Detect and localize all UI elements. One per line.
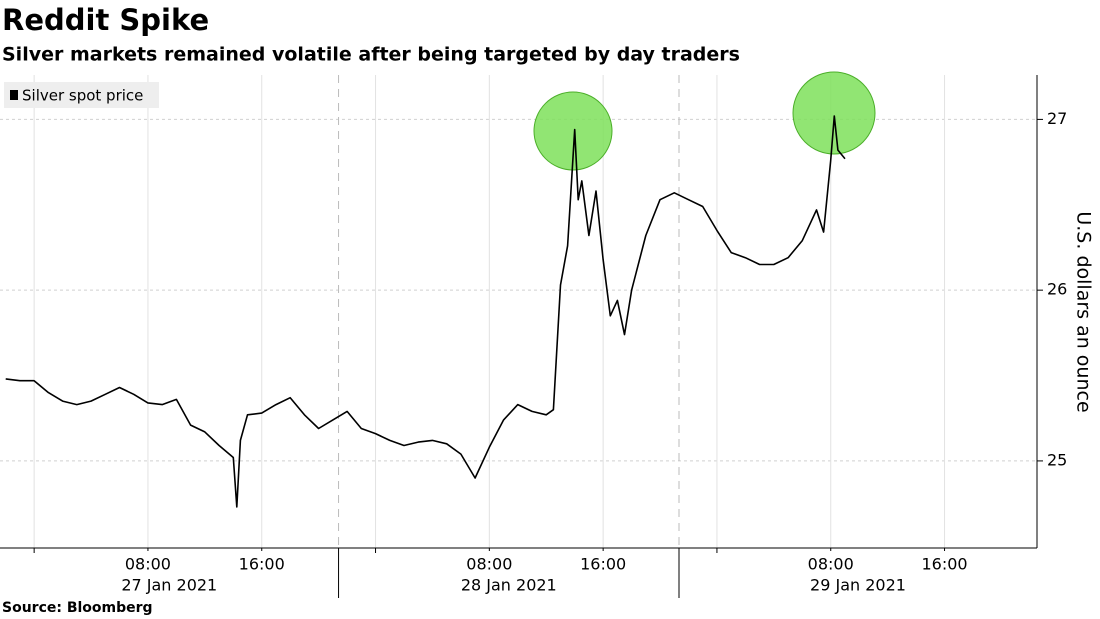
legend-swatch [10, 90, 18, 100]
line [5, 115, 846, 508]
x-tick-label: 08:00 [808, 555, 854, 574]
x-date-label: 28 Jan 2021 [461, 576, 557, 595]
chart-title: Reddit Spike [2, 3, 209, 37]
x-date-label: 29 Jan 2021 [810, 576, 906, 595]
y-axis-label: U.S. dollars an ounce [1073, 211, 1095, 412]
y-tick-label: 27 [1047, 109, 1067, 128]
x-date-label: 27 Jan 2021 [121, 576, 217, 595]
x-tick-label: 16:00 [239, 555, 285, 574]
legend-box [4, 82, 159, 108]
x-tick-label: 16:00 [580, 555, 626, 574]
source: Source: Bloomberg [2, 600, 153, 616]
legend-label: Silver spot price [22, 87, 143, 105]
y-tick-label: 25 [1047, 450, 1067, 469]
x-tick-label: 08:00 [466, 555, 512, 574]
x-tick-label: 16:00 [921, 555, 967, 574]
chart-subtitle: Silver markets remained volatile after b… [2, 44, 740, 66]
plot [5, 115, 846, 508]
grid [0, 75, 1037, 548]
highlight-circle [792, 71, 876, 155]
y-tick-label: 26 [1047, 280, 1067, 299]
x-tick-label: 08:00 [125, 555, 171, 574]
